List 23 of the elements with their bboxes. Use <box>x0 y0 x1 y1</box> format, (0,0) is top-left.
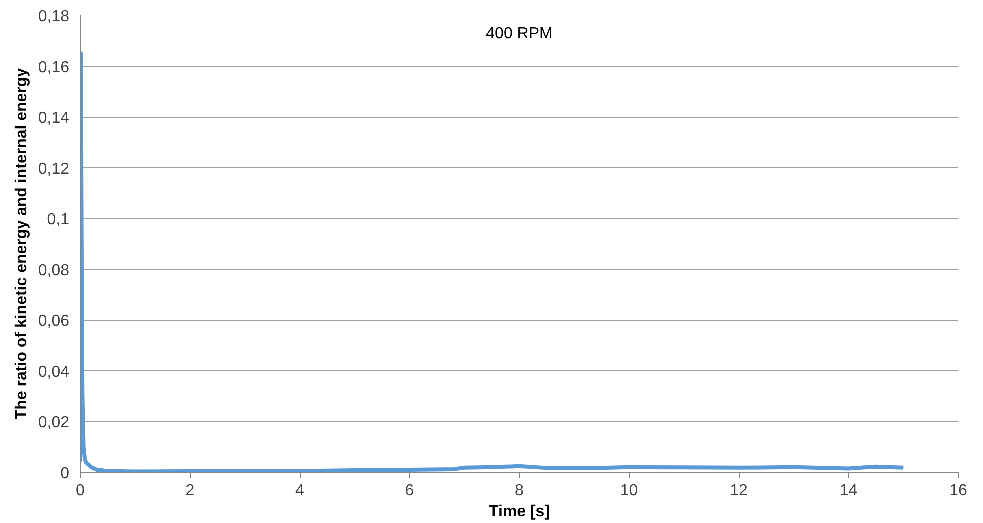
x-tick-label: 14 <box>840 482 858 500</box>
y-tick-label: 0,08 <box>38 262 70 280</box>
x-tick-label: 2 <box>186 482 195 500</box>
text: 400 RPM <box>486 26 553 42</box>
y-tick-label: 0 <box>60 466 70 482</box>
line-series <box>80 52 906 472</box>
x-tick-label: 16 <box>950 482 968 500</box>
x-tick-label: 4 <box>296 482 305 500</box>
y-tick-label: 0,06 <box>38 313 70 330</box>
y-tick-label: 0,1 <box>47 212 70 229</box>
x-tick-label: 6 <box>405 482 414 500</box>
y-tick-label: 0,14 <box>38 110 70 128</box>
x-tick-label: 0 <box>76 482 86 500</box>
y-tick-label: 0,12 <box>38 160 70 178</box>
y-axis-title: The ratio of kinetic energy and internal energy <box>13 68 30 420</box>
y-tick-label: 0,02 <box>38 414 70 432</box>
y-tick-label: 0,16 <box>38 59 70 76</box>
x-axis-title: Time [s] <box>488 504 550 520</box>
y-tick-label: 0,18 <box>38 8 70 26</box>
y-tick-label: 0,04 <box>38 364 70 381</box>
x-tick-label: 12 <box>730 482 748 500</box>
x-tick-label: 10 <box>620 482 638 500</box>
x-tick-label: 8 <box>515 482 524 500</box>
